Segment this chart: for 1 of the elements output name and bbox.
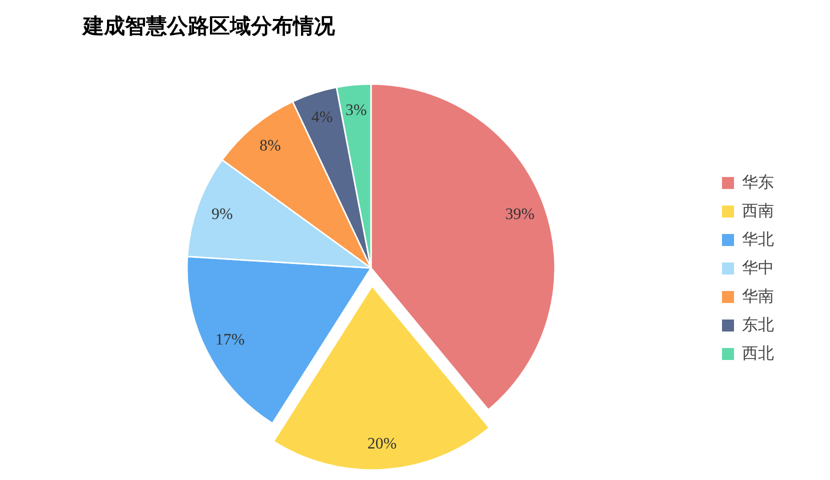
title: 建成智慧公路区域分布情况 — [83, 15, 335, 38]
